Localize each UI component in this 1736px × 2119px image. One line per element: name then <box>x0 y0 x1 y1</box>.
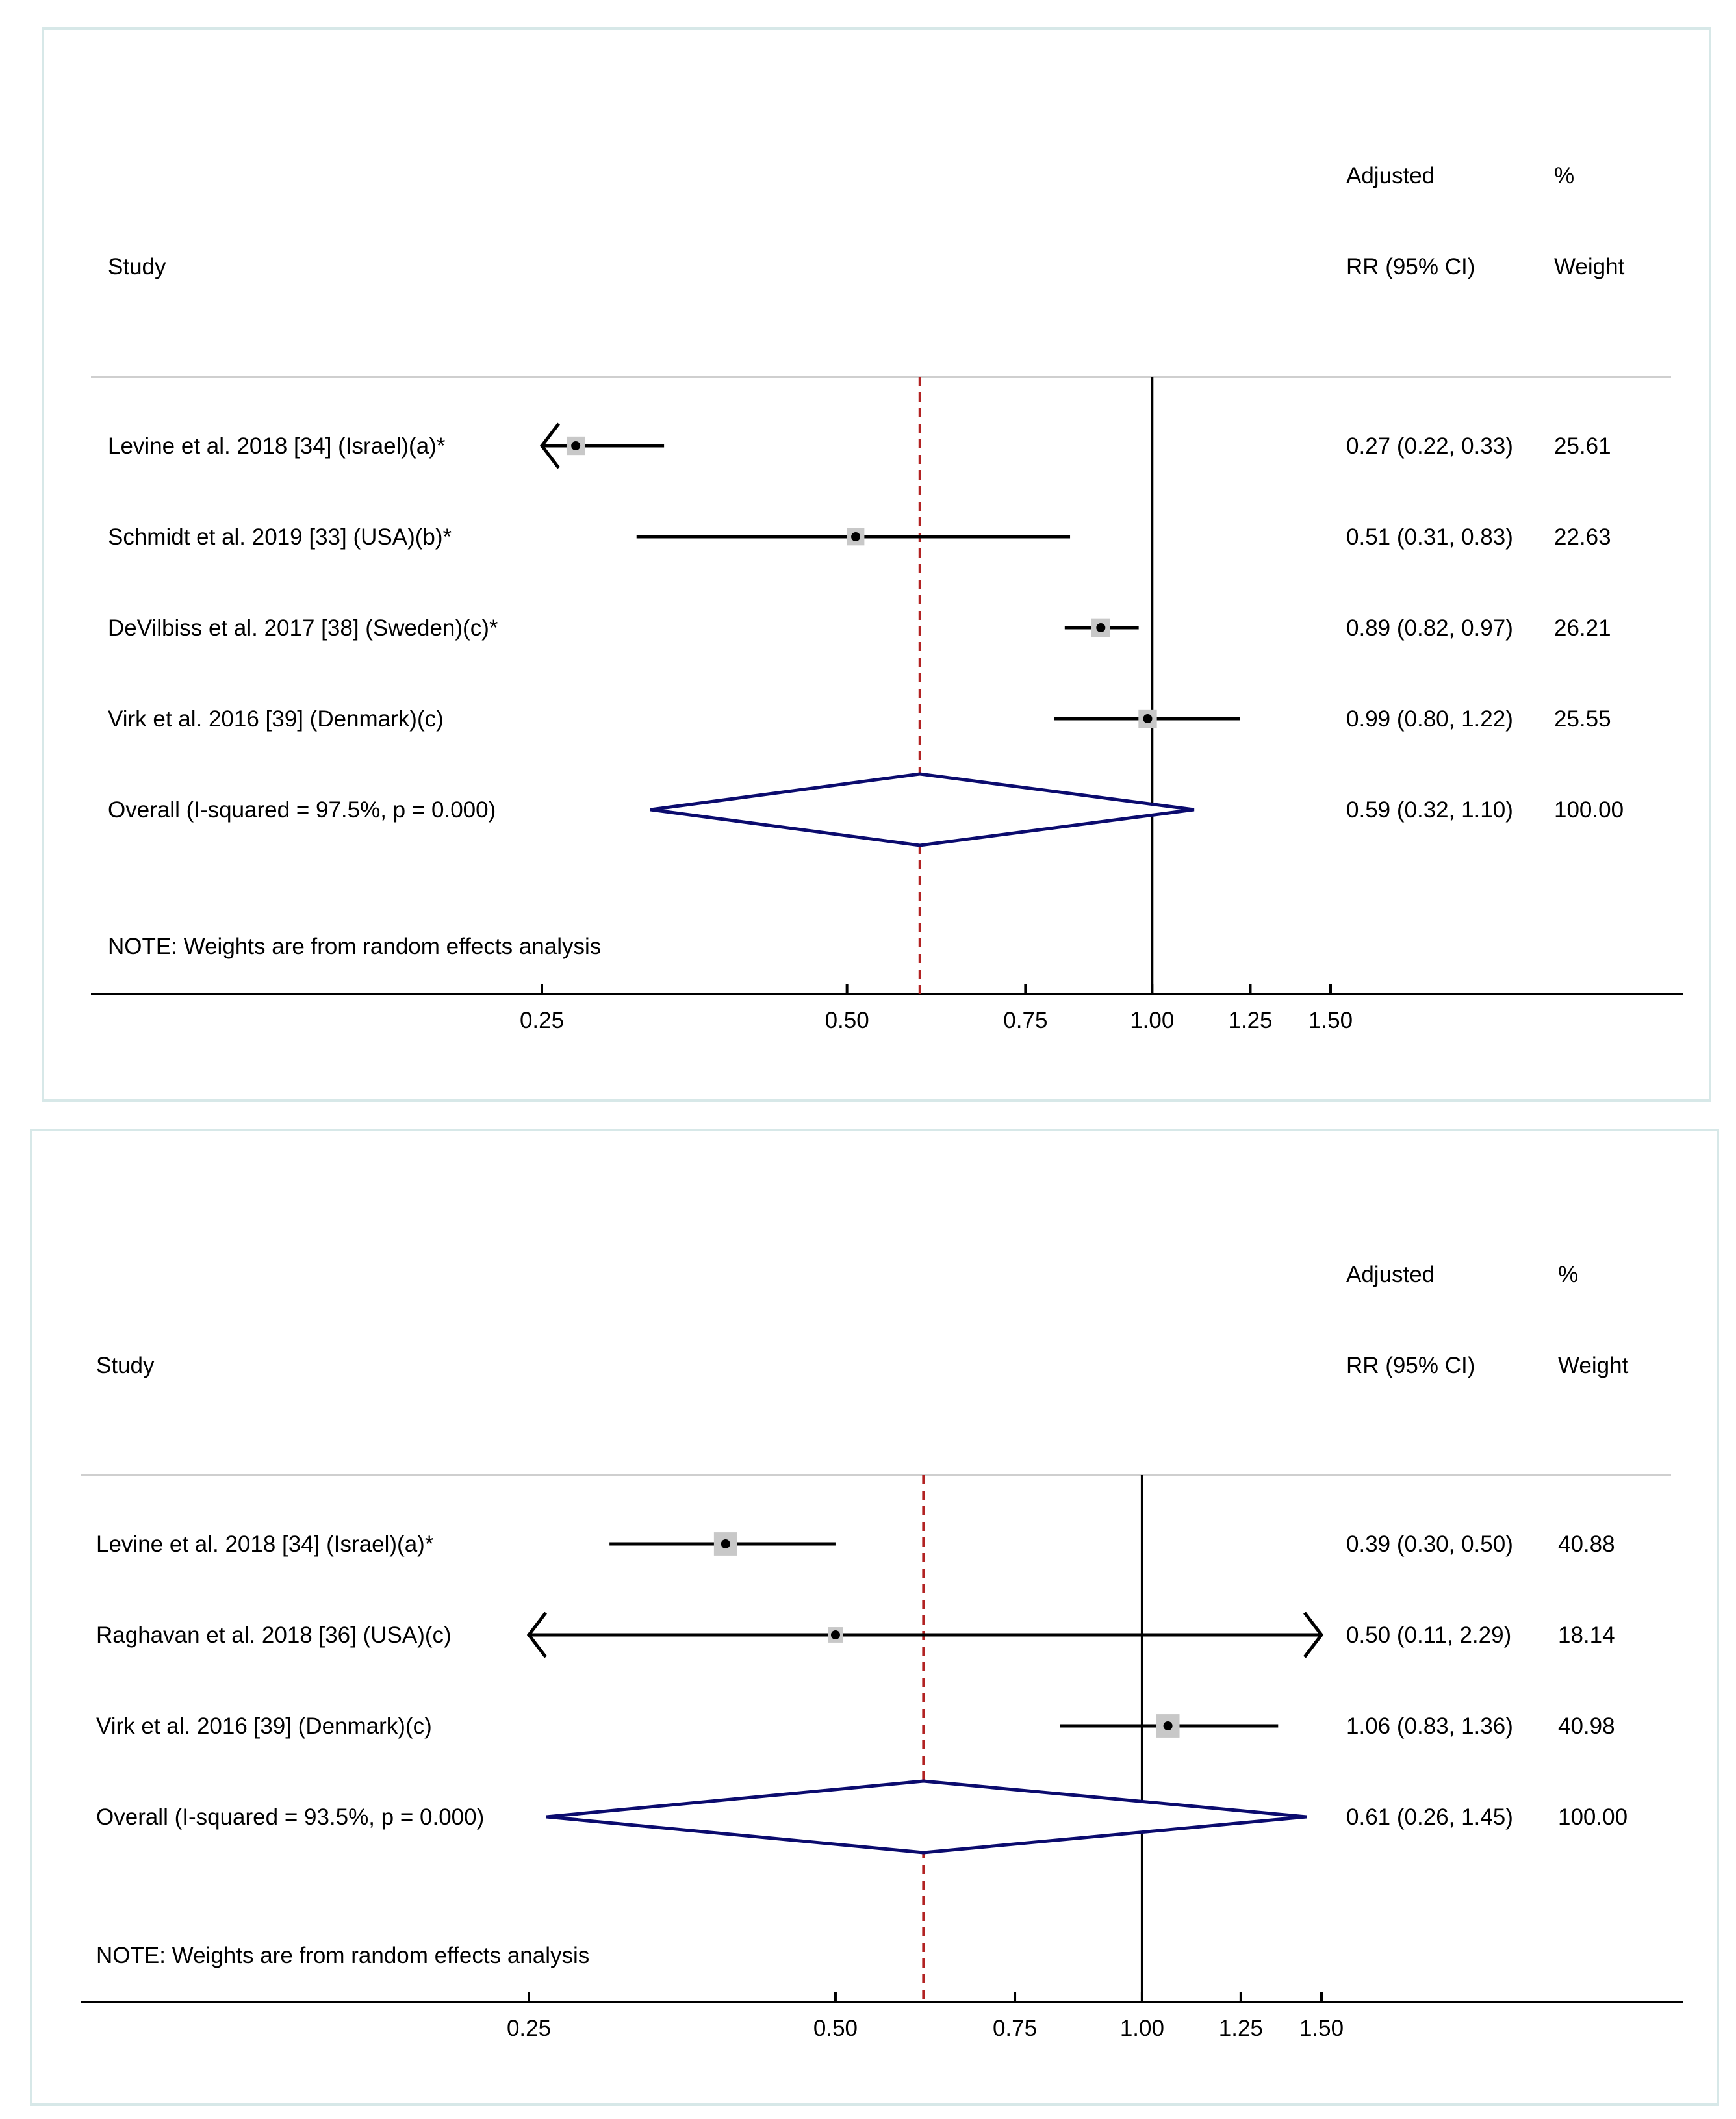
study-weight-3: 26.21 <box>1554 615 1611 641</box>
ci-arrow-left-2 <box>526 1612 547 1658</box>
header-study: Study <box>108 254 166 279</box>
study-weight-2: 22.63 <box>1554 524 1611 550</box>
overall-diamond <box>650 772 1195 847</box>
forest-plot-2: Adjusted % Study RR (95% CI) Weight Levi… <box>30 1129 1719 2106</box>
header-estimate-line2: RR (95% CI) <box>1346 254 1475 279</box>
forest-panel-2: Adjusted % Study RR (95% CI) Weight Levi… <box>0 1127 1736 2119</box>
x-tick-label-2: 0.50 <box>825 1008 869 1033</box>
x-tick-label-1: 0.25 <box>520 1008 564 1033</box>
study-label-2: Raghavan et al. 2018 [36] (USA)(c) <box>96 1623 452 1648</box>
overall-label: Overall (I-squared = 93.5%, p = 0.000) <box>96 1804 484 1830</box>
study-ci-text-2: 0.50 (0.11, 2.29) <box>1346 1623 1511 1648</box>
study-label-3: DeVilbiss et al. 2017 [38] (Sweden)(c)* <box>108 615 498 641</box>
study-label-4: Virk et al. 2016 [39] (Denmark)(c) <box>108 706 444 732</box>
panel-frame <box>30 1129 1719 2106</box>
point-estimate-1 <box>721 1539 730 1548</box>
weights-note: NOTE: Weights are from random effects an… <box>108 934 601 959</box>
study-weight-1: 40.88 <box>1558 1532 1615 1557</box>
study-ci-text-1: 0.39 (0.30, 0.50) <box>1346 1532 1513 1557</box>
study-ci-text-4: 0.99 (0.80, 1.22) <box>1346 706 1513 732</box>
study-weight-2: 18.14 <box>1558 1623 1615 1648</box>
point-estimate-2 <box>830 1630 840 1639</box>
study-ci-text-3: 1.06 (0.83, 1.36) <box>1346 1714 1513 1739</box>
plot-marks: 0.25 0.50 0.75 1.00 1.25 1.50 <box>520 377 1353 1033</box>
weights-note: NOTE: Weights are from random effects an… <box>96 1943 589 1968</box>
overall-label: Overall (I-squared = 97.5%, p = 0.000) <box>108 797 496 823</box>
header-study: Study <box>96 1353 155 1378</box>
x-tick-label-6: 1.50 <box>1299 2016 1344 2041</box>
overall-weight: 100.00 <box>1558 1804 1628 1830</box>
x-tick-label-5: 1.25 <box>1228 1008 1272 1033</box>
study-ci-text-2: 0.51 (0.31, 0.83) <box>1346 524 1513 550</box>
forest-panel-1: Adjusted % Study RR (95% CI) Weight Levi… <box>42 27 1711 1102</box>
header-weight-line2: Weight <box>1554 254 1625 279</box>
header-estimate-line2: RR (95% CI) <box>1346 1353 1475 1378</box>
ci-arrow-left-1 <box>539 422 560 469</box>
panel-frame <box>42 27 1711 1102</box>
header-estimate-line1: Adjusted <box>1346 1262 1435 1287</box>
x-tick-label-6: 1.50 <box>1308 1008 1353 1033</box>
header-estimate-line1: Adjusted <box>1346 163 1435 188</box>
point-estimate-2 <box>851 532 861 541</box>
header-weight-line1: % <box>1554 163 1574 188</box>
forest-plot-1: Adjusted % Study RR (95% CI) Weight Levi… <box>42 27 1711 1102</box>
x-tick-label-2: 0.50 <box>813 2016 858 2041</box>
study-label-2: Schmidt et al. 2019 [33] (USA)(b)* <box>108 524 452 550</box>
x-tick-label-3: 0.75 <box>993 2016 1037 2041</box>
overall-weight: 100.00 <box>1554 797 1624 823</box>
ci-arrow-right-2 <box>1303 1612 1324 1658</box>
study-label-1: Levine et al. 2018 [34] (Israel)(a)* <box>96 1532 434 1557</box>
point-estimate-3 <box>1163 1721 1173 1730</box>
header-weight-line2: Weight <box>1558 1353 1629 1378</box>
study-weight-3: 40.98 <box>1558 1714 1615 1739</box>
point-estimate-1 <box>571 441 581 450</box>
study-weight-4: 25.55 <box>1554 706 1611 732</box>
overall-ci-text: 0.61 (0.26, 1.45) <box>1346 1804 1513 1830</box>
point-estimate-3 <box>1096 623 1106 632</box>
study-weight-1: 25.61 <box>1554 433 1611 459</box>
study-ci-text-1: 0.27 (0.22, 0.33) <box>1346 433 1513 459</box>
overall-diamond <box>546 1779 1307 1855</box>
point-estimate-4 <box>1143 714 1153 723</box>
x-tick-label-4: 1.00 <box>1120 2016 1164 2041</box>
study-ci-text-3: 0.89 (0.82, 0.97) <box>1346 615 1513 641</box>
x-tick-label-3: 0.75 <box>1003 1008 1047 1033</box>
study-label-3: Virk et al. 2016 [39] (Denmark)(c) <box>96 1714 432 1739</box>
overall-ci-text: 0.59 (0.32, 1.10) <box>1346 797 1513 823</box>
x-tick-label-5: 1.25 <box>1219 2016 1263 2041</box>
x-tick-label-1: 0.25 <box>507 2016 551 2041</box>
study-label-1: Levine et al. 2018 [34] (Israel)(a)* <box>108 433 446 459</box>
header-weight-line1: % <box>1558 1262 1578 1287</box>
x-tick-label-4: 1.00 <box>1130 1008 1174 1033</box>
plot-marks: 0.25 0.50 0.75 1.00 1.25 1.50 <box>507 1475 1344 2041</box>
